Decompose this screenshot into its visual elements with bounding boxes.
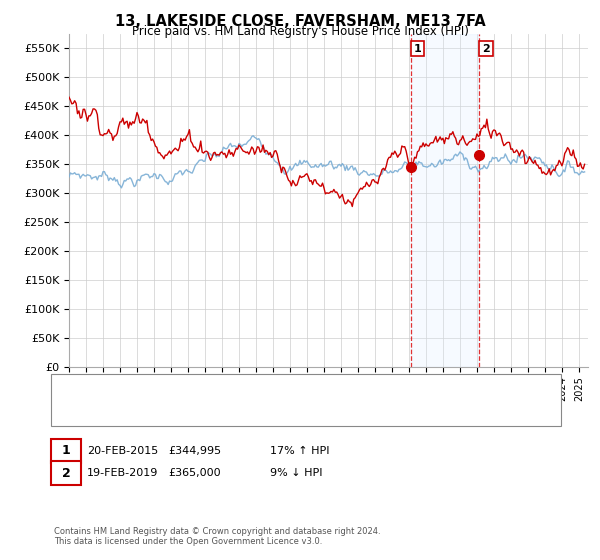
Text: 2: 2: [62, 466, 70, 480]
Text: 17% ↑ HPI: 17% ↑ HPI: [270, 446, 329, 456]
Text: 1: 1: [414, 44, 422, 54]
Text: 13, LAKESIDE CLOSE, FAVERSHAM, ME13 7FA (detached house): 13, LAKESIDE CLOSE, FAVERSHAM, ME13 7FA …: [96, 382, 425, 392]
Text: £344,995: £344,995: [168, 446, 221, 456]
Text: 9% ↓ HPI: 9% ↓ HPI: [270, 468, 323, 478]
Text: 20-FEB-2015: 20-FEB-2015: [87, 446, 158, 456]
Text: 13, LAKESIDE CLOSE, FAVERSHAM, ME13 7FA: 13, LAKESIDE CLOSE, FAVERSHAM, ME13 7FA: [115, 14, 485, 29]
Text: Contains HM Land Registry data © Crown copyright and database right 2024.
This d: Contains HM Land Registry data © Crown c…: [54, 526, 380, 546]
Text: 19-FEB-2019: 19-FEB-2019: [87, 468, 158, 478]
Text: 2: 2: [482, 44, 490, 54]
Text: Price paid vs. HM Land Registry's House Price Index (HPI): Price paid vs. HM Land Registry's House …: [131, 25, 469, 38]
Text: HPI: Average price, detached house, Swale: HPI: Average price, detached house, Swal…: [96, 405, 320, 414]
Bar: [412, 34, 479, 367]
Text: £365,000: £365,000: [168, 468, 221, 478]
Text: 1: 1: [62, 444, 70, 458]
